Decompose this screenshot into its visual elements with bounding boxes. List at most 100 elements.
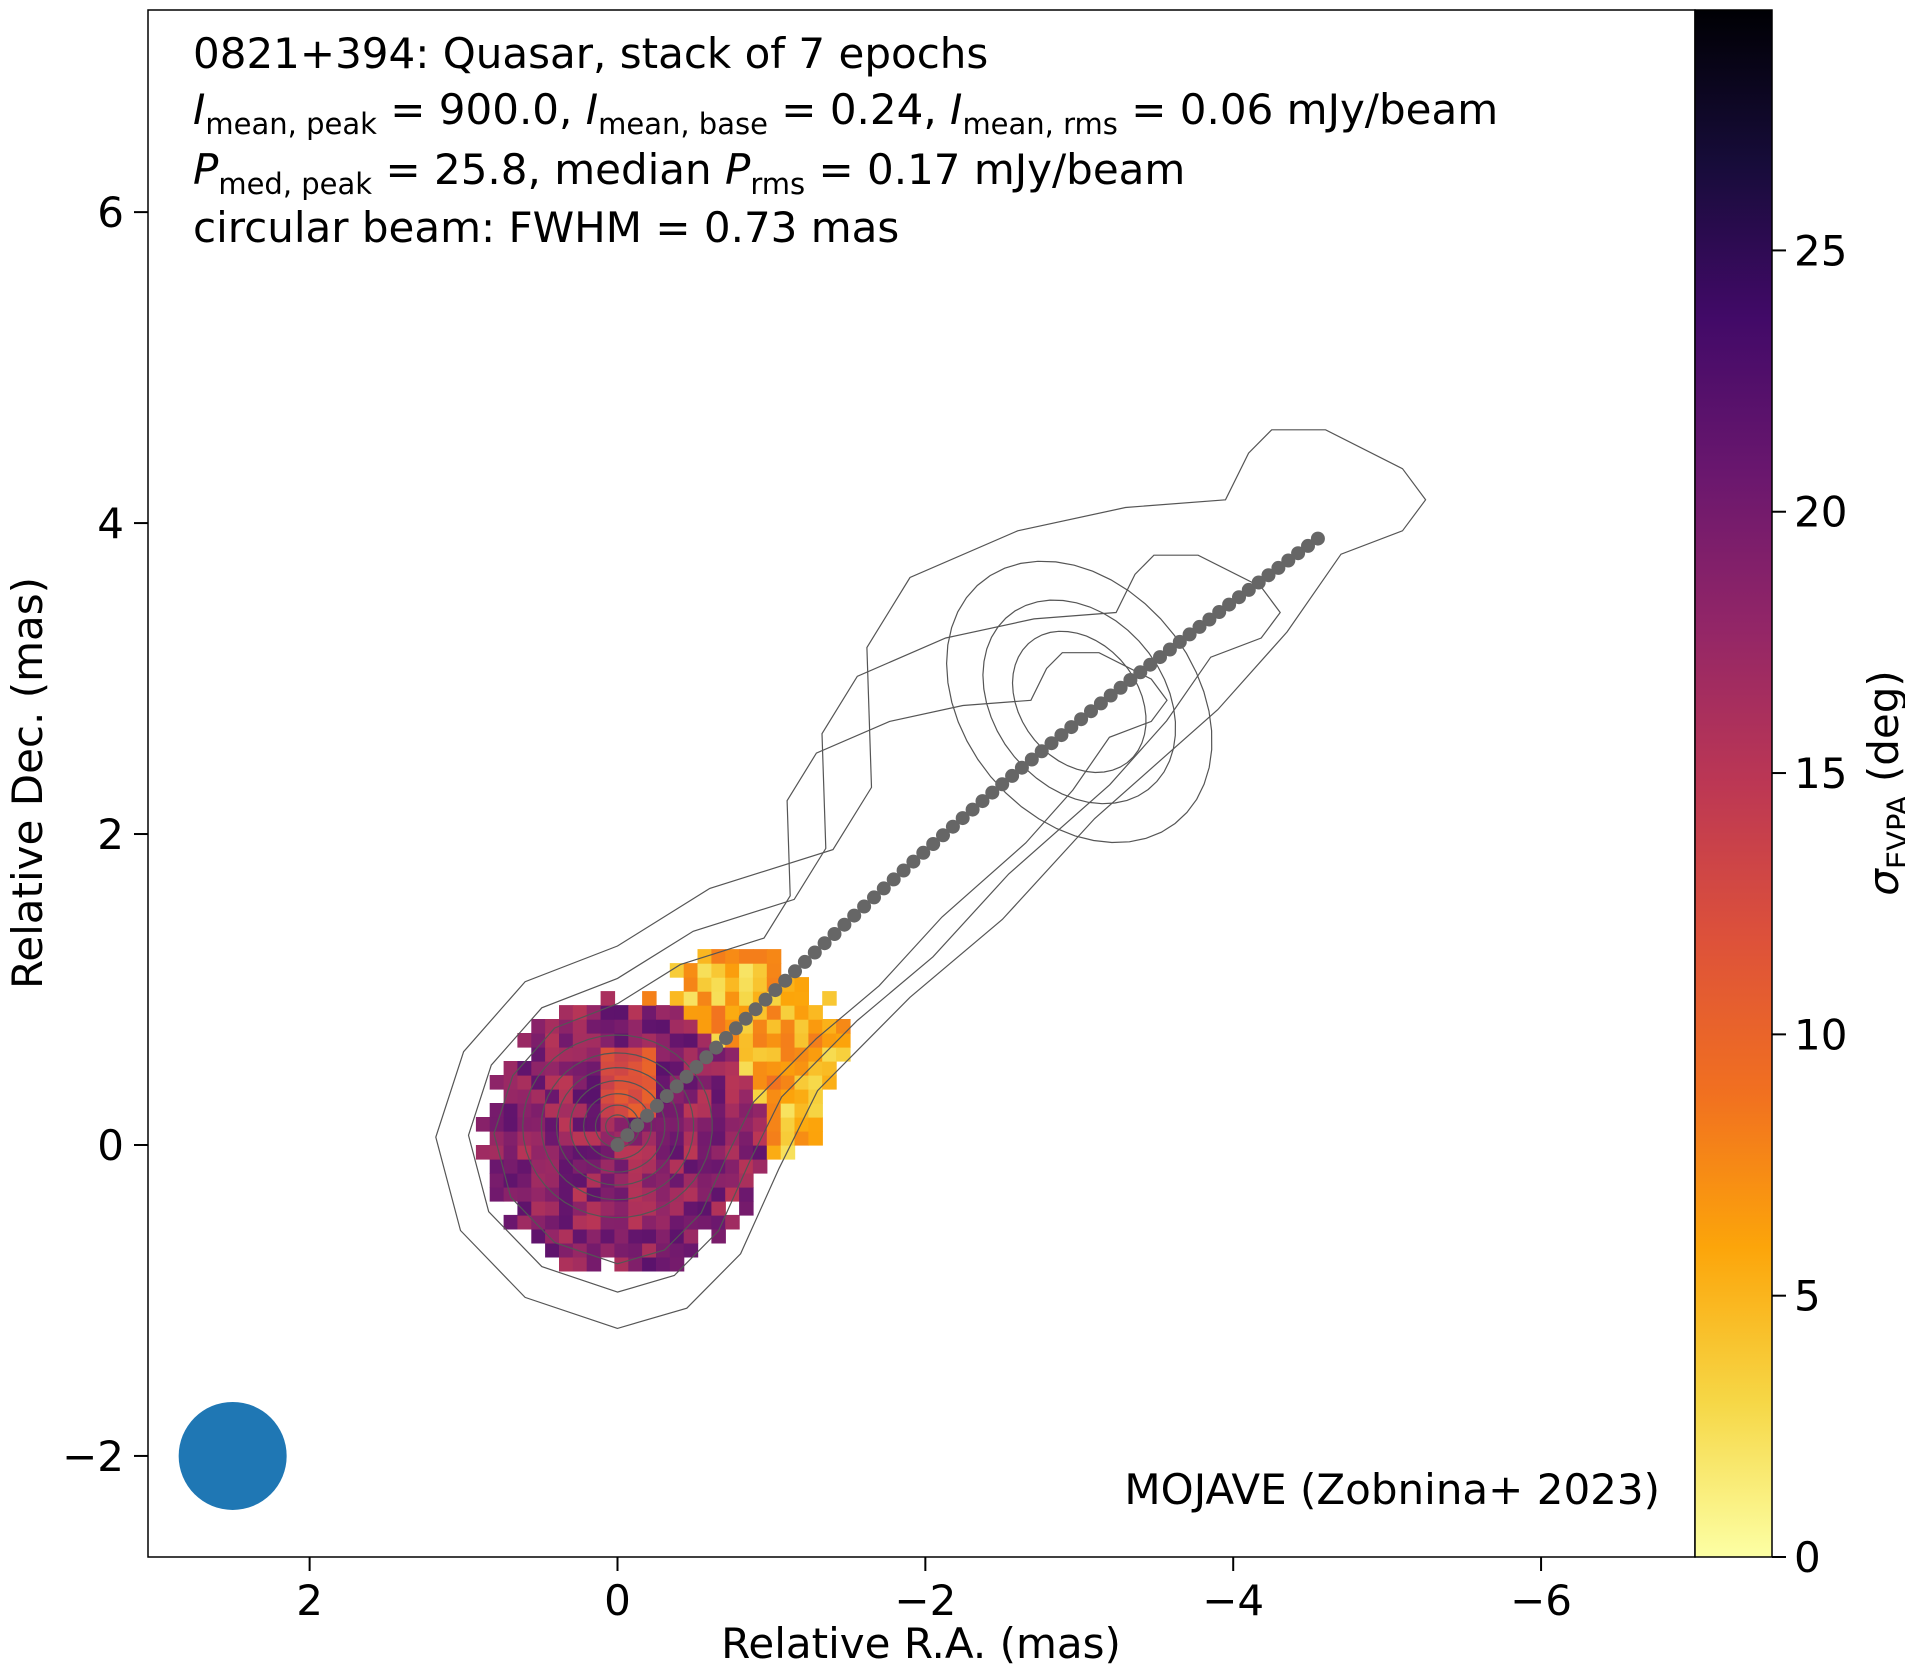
heatmap-cell <box>739 963 754 978</box>
heatmap-cell <box>780 1033 796 1048</box>
heatmap-cell <box>572 1214 588 1230</box>
heatmap-cell <box>683 1214 699 1230</box>
heatmap-cell <box>725 963 740 978</box>
ridgeline-point <box>1123 673 1138 687</box>
ridgeline-point <box>610 1138 625 1152</box>
heatmap-cell <box>517 1131 532 1146</box>
heatmap-cell <box>572 1173 588 1188</box>
heatmap-cell <box>794 1131 809 1146</box>
heatmap-cell <box>780 1061 796 1076</box>
heatmap-cell <box>822 1047 837 1062</box>
heatmap-cell <box>780 1103 796 1118</box>
heatmap-cell <box>628 1019 643 1034</box>
heatmap-cell <box>600 1019 616 1034</box>
x-tick-label: −6 <box>1510 1576 1572 1625</box>
heatmap-cell <box>531 1187 546 1202</box>
heatmap-cell <box>725 1131 740 1146</box>
contour-line <box>522 1034 713 1219</box>
heatmap-cell <box>600 1228 616 1244</box>
heatmap-cell <box>642 1256 657 1272</box>
heatmap-cell <box>517 1117 532 1132</box>
colorbar-ticks: 0 5 10 15 20 25 <box>1772 226 1847 1582</box>
ridgeline-point <box>985 785 1000 800</box>
heatmap-cell <box>752 949 768 964</box>
heatmap-cell <box>669 1061 685 1076</box>
heatmap-cell <box>711 1145 726 1160</box>
heatmap-cell <box>600 1187 616 1202</box>
ridgeline-point <box>867 890 881 905</box>
heatmap-cell <box>642 1089 657 1104</box>
heatmap-cell <box>669 1159 685 1174</box>
ridgeline-point <box>709 1040 724 1055</box>
heatmap-cell <box>711 963 726 978</box>
heatmap-cell <box>683 1131 699 1146</box>
heatmap-cell <box>503 1187 519 1202</box>
heatmap-cell <box>586 1214 602 1230</box>
heatmap-cell <box>614 1187 629 1202</box>
heatmap-cell <box>531 1089 546 1104</box>
heatmap-cell <box>739 1117 754 1132</box>
heatmap-cell <box>572 1131 588 1146</box>
heatmap-cell <box>586 1033 602 1048</box>
heatmap-cell <box>780 1047 796 1062</box>
heatmap-cell <box>531 1159 546 1174</box>
heatmap-cell <box>711 1159 726 1174</box>
contour-line <box>604 1114 630 1139</box>
heatmap-cell <box>683 1173 699 1188</box>
heatmap-cell <box>586 1019 602 1034</box>
heatmap-cell <box>683 963 699 978</box>
heatmap-cell <box>572 1005 588 1020</box>
heatmap-cell <box>614 1242 629 1258</box>
ridgeline-point <box>649 1098 664 1113</box>
heatmap-cell <box>766 1131 782 1146</box>
heatmap-cell <box>586 1201 602 1216</box>
heatmap-cell <box>752 1089 768 1104</box>
ridgeline-point <box>906 854 921 869</box>
ridgeline-point <box>1222 597 1237 612</box>
heatmap-cell <box>711 1131 726 1146</box>
contour-line <box>982 599 1177 805</box>
heatmap-cell <box>725 991 740 1006</box>
heatmap-cell <box>586 1117 602 1132</box>
heatmap-cell <box>822 1061 837 1076</box>
heatmap-cell <box>669 1005 685 1020</box>
colorbar-tick-label: 20 <box>1794 488 1847 537</box>
heatmap-cell <box>559 1228 574 1244</box>
contour-line <box>467 554 1281 1293</box>
heatmap-cell <box>559 1033 574 1048</box>
ridgeline-point <box>640 1108 655 1123</box>
heatmap-cell <box>517 1075 532 1090</box>
heatmap-cell <box>545 1103 560 1118</box>
y-tick-label: 6 <box>97 188 124 237</box>
heatmap-cell <box>808 1103 823 1118</box>
heatmap-cell <box>683 1047 699 1062</box>
title-line-1: 0821+394: Quasar, stack of 7 epochs <box>193 29 988 78</box>
heatmap-cell <box>531 1019 546 1034</box>
heatmap-cell <box>489 1131 505 1146</box>
heatmap-cell <box>766 1033 782 1048</box>
heatmap-cell <box>572 1228 588 1244</box>
heatmap-cell <box>642 1019 657 1034</box>
ridgeline-point <box>1261 568 1276 583</box>
ridgeline-point <box>669 1079 684 1094</box>
contour-line <box>435 429 1427 1330</box>
heatmap-cell <box>752 1061 768 1076</box>
ridgeline-point <box>738 1011 753 1026</box>
heatmap-cell <box>669 1019 685 1034</box>
ridgeline-point <box>1162 642 1177 657</box>
heatmap-cell <box>711 977 726 992</box>
colorbar-tick-label: 15 <box>1794 749 1847 798</box>
heatmap-cell <box>628 1256 643 1272</box>
x-tick-label: 2 <box>296 1576 323 1625</box>
ridgeline-point <box>1251 575 1266 590</box>
heatmap-cell <box>766 1047 782 1062</box>
heatmap-cell <box>572 1075 588 1090</box>
heatmap-cell <box>545 1242 560 1258</box>
ridgeline-point <box>1281 553 1296 568</box>
contour-line <box>555 1066 679 1186</box>
heatmap-cell <box>683 1159 699 1174</box>
heatmap-cell <box>517 1033 532 1048</box>
ridgeline-point <box>1172 634 1187 649</box>
heatmap-cell <box>656 1117 671 1132</box>
ridgeline-point <box>748 1002 763 1017</box>
